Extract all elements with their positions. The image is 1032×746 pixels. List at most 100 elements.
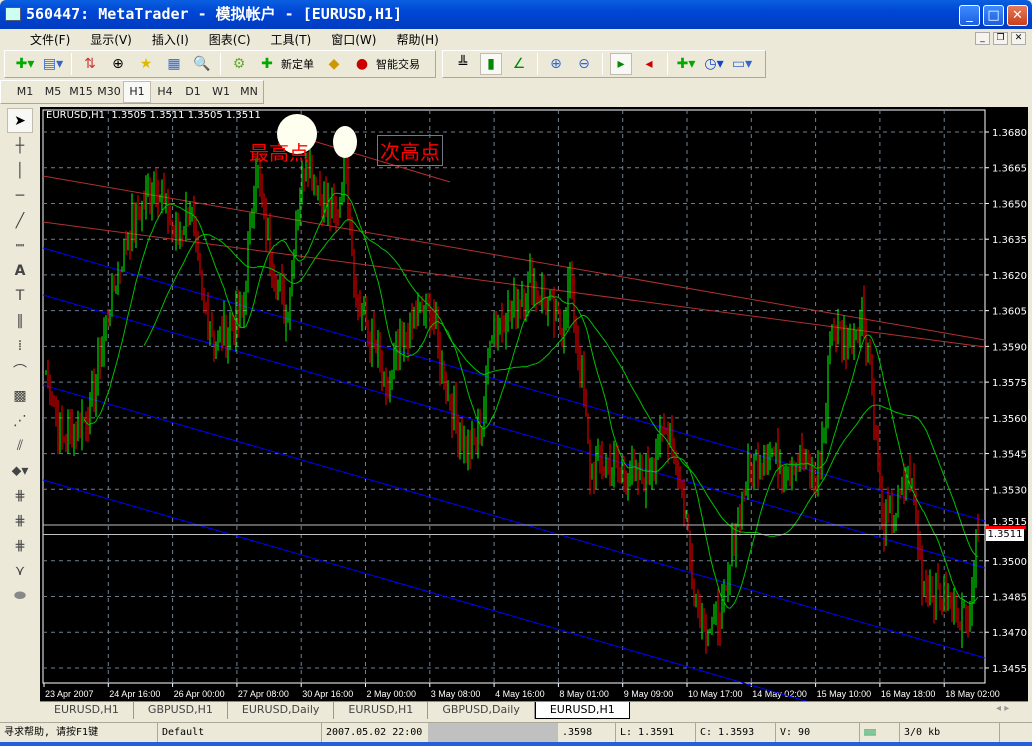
y-tick-label: 1.3590 (992, 342, 1027, 353)
auto-scroll-icon[interactable]: ▸ (610, 53, 632, 75)
menu-chart[interactable]: 图表(C) (208, 32, 251, 47)
fibo-channel-icon[interactable]: ⫽ (16, 437, 24, 454)
y-tick-label: 1.3530 (992, 485, 1027, 496)
fibo-fan-icon[interactable]: ⋎ (14, 562, 26, 579)
chart-tab[interactable]: EURUSD,Daily (228, 702, 335, 719)
chart-frame (42, 109, 986, 684)
fibonacci-icon[interactable]: ┉ (15, 237, 25, 254)
timeframe-m15[interactable]: M15 (69, 85, 93, 98)
price-chart[interactable]: 1.3680 1.3665 1.3650 1.3635 1.3620 1.3605 1.35… (40, 107, 1028, 746)
y-tick-label: 1.3455 (992, 664, 1027, 675)
y-tick-label: 1.3665 (992, 164, 1027, 175)
zoom-out-icon[interactable]: ⊖ (578, 56, 590, 72)
text-icon[interactable]: A (14, 262, 26, 279)
horizontal-line-icon[interactable]: ─ (15, 187, 25, 204)
timeframe-h4[interactable]: H4 (157, 85, 173, 98)
ask-price-marker (986, 526, 1026, 530)
timeframe-d1[interactable]: D1 (185, 85, 201, 98)
status-bar: 寻求帮助, 请按F1键 Default 2007.05.02 22:00 .35… (0, 722, 1032, 742)
status-open-redacted (428, 723, 558, 742)
separator (220, 53, 221, 75)
new-chart-icon[interactable]: ✚▾ (15, 56, 35, 72)
crosshair-icon[interactable]: ┼ (15, 137, 25, 154)
drawing-toolbar: ➤ ┼ │ ─ ╱ ┉ A T ‖ ⁞ ⌒ ▩ ⋰ ⫽ ⬥▾ ⋕ ⋕ ⋕ ⋎ ⬬ (4, 108, 36, 626)
chart-tab[interactable]: GBPUSD,H1 (134, 702, 228, 719)
gann-fan-icon[interactable]: ⋰ (13, 412, 27, 429)
y-tick-label: 1.3500 (992, 557, 1027, 568)
y-tick-label: 1.3635 (992, 235, 1027, 246)
chart-tab[interactable]: EURUSD,H1 (40, 702, 134, 719)
fibo-timezones-icon[interactable]: ⁞ (17, 337, 23, 354)
menu-insert[interactable]: 插入(I) (151, 32, 189, 47)
cycle-lines-icon[interactable]: ‖ (16, 312, 24, 329)
profiles-icon[interactable]: ▤▾ (42, 56, 64, 72)
status-time: 2007.05.02 22:00 (326, 727, 423, 738)
y-tick-label: 1.3515 (992, 517, 1027, 528)
cursor-icon[interactable]: ➤ (7, 108, 33, 133)
moving-average-line (143, 219, 979, 558)
tab-scroll-arrows[interactable]: ◂ ▸ (996, 703, 1010, 714)
timeframe-m1[interactable]: M1 (16, 85, 34, 98)
options-gear-icon[interactable]: ⚙ (232, 56, 246, 72)
ellipse-icon[interactable]: ⬬ (14, 587, 26, 604)
strategy-tester-icon[interactable]: 🔍 (193, 56, 211, 72)
terminal-icon[interactable]: ▦ (167, 56, 181, 72)
timeframe-h1[interactable]: H1 (123, 81, 151, 103)
y-tick-label: 1.3575 (992, 378, 1027, 389)
annotation-high[interactable]: 最高点 (249, 141, 309, 165)
line-chart-icon[interactable]: ∠ (512, 56, 526, 72)
vertical-line-icon[interactable]: │ (15, 162, 25, 179)
expert-advisors-icon[interactable]: ● (355, 56, 369, 72)
expert-advisors-button[interactable]: 智能交易 (376, 58, 420, 71)
chart-tab[interactable]: EURUSD,H1 (334, 702, 429, 719)
indicators-icon[interactable]: ✚▾ (676, 56, 696, 72)
annotation-second-high[interactable]: 次高点 (377, 135, 443, 166)
x-tick-label: 9 May 09:00 (624, 689, 674, 699)
periods-clock-icon[interactable]: ◷▾ (704, 56, 724, 72)
templates-icon[interactable]: ▭▾ (731, 56, 753, 72)
menu-tools[interactable]: 工具(T) (270, 32, 312, 47)
timeframe-m5[interactable]: M5 (44, 85, 62, 98)
separator (537, 53, 538, 75)
mdi-close-button[interactable]: ✕ (1011, 32, 1026, 45)
maximize-button[interactable]: □ (983, 5, 1004, 26)
fibo-arcs-icon[interactable]: ⌒ (13, 363, 27, 380)
timeframe-w1[interactable]: W1 (212, 85, 230, 98)
mdi-minimize-button[interactable]: _ (975, 32, 990, 45)
arrows-icon[interactable]: ⬥▾ (11, 462, 29, 479)
highlight-ellipse (333, 126, 357, 158)
chart-window[interactable]: 1.3680 1.3665 1.3650 1.3635 1.3620 1.3605 1.35… (40, 107, 1028, 746)
menu-view[interactable]: 显示(V) (90, 32, 132, 47)
menu-window[interactable]: 窗口(W) (331, 32, 377, 47)
close-button[interactable]: ✕ (1007, 5, 1028, 26)
status-low: L: 1.3591 (616, 723, 696, 742)
andrews-pitchfork-icon[interactable]: ⋕ (14, 487, 26, 504)
menu-help[interactable]: 帮助(H) (396, 32, 439, 47)
chart-tab[interactable]: EURUSD,H1 (534, 702, 630, 719)
trendline-icon[interactable]: ╱ (15, 212, 25, 229)
text-label-icon[interactable]: T (15, 287, 25, 304)
timeframe-m30[interactable]: M30 (97, 85, 121, 98)
channel-e-icon[interactable]: ⋕ (14, 537, 26, 554)
minimize-button[interactable]: _ (959, 5, 980, 26)
gann-grid-icon[interactable]: ▩ (13, 387, 27, 404)
timeframe-mn[interactable]: MN (240, 85, 258, 98)
status-traffic: 3/0 kb (900, 723, 1000, 742)
market-watch-icon[interactable]: ⇅ (84, 56, 96, 72)
data-window-icon[interactable]: ⊕ (112, 56, 124, 72)
chart-shift-icon[interactable]: ◂ (645, 56, 653, 72)
zoom-in-icon[interactable]: ⊕ (550, 56, 562, 72)
navigator-icon[interactable]: ★ (139, 56, 153, 72)
channel-d-icon[interactable]: ⋕ (14, 512, 26, 529)
x-tick-label: 18 May 02:00 (945, 689, 1000, 699)
menu-file[interactable]: 文件(F) (30, 32, 71, 47)
new-order-button[interactable]: 新定单 (281, 58, 314, 71)
candlestick-icon[interactable]: ▮ (480, 53, 502, 75)
separator (602, 53, 603, 75)
chart-tab[interactable]: GBPUSD,Daily (428, 702, 535, 719)
bar-chart-icon[interactable]: ╩ (458, 56, 468, 72)
mdi-restore-button[interactable]: ❐ (993, 32, 1008, 45)
status-help: 寻求帮助, 请按F1键 (0, 723, 158, 742)
new-order-icon[interactable]: ✚ (261, 56, 273, 72)
metaeditor-warning-icon[interactable]: ◆ (328, 56, 340, 72)
